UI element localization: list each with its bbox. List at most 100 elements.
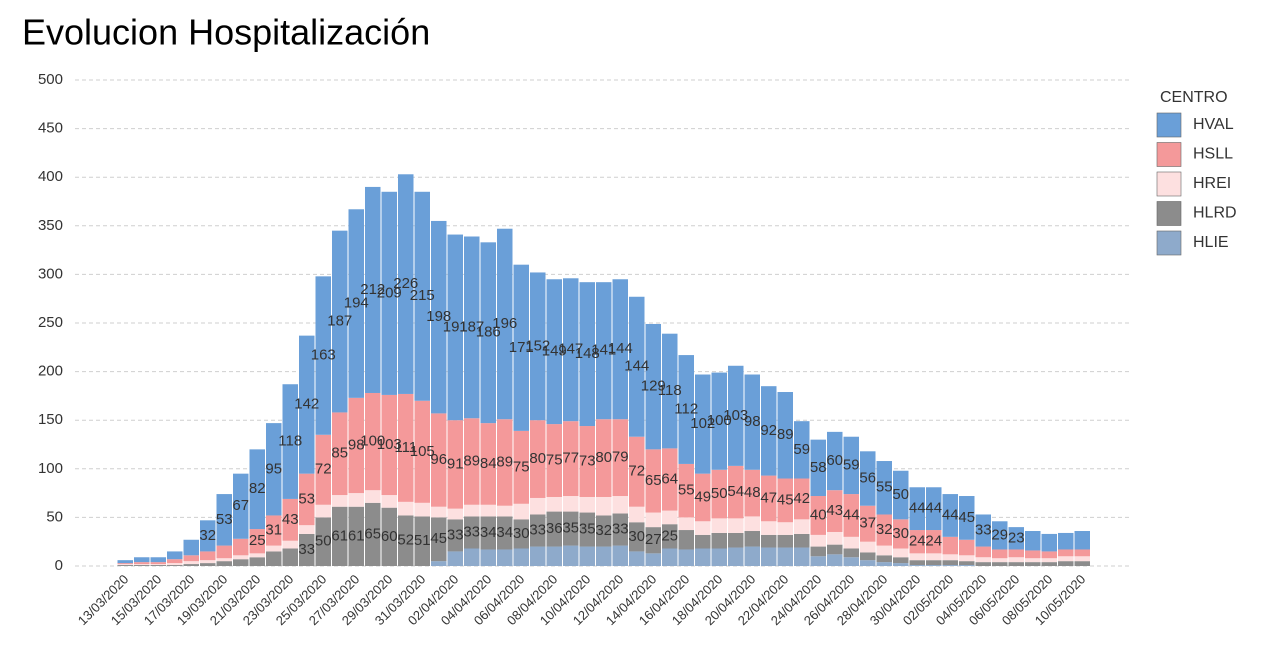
data-label: 32 [595, 522, 612, 539]
bar-segment [695, 548, 711, 566]
data-label: 82 [249, 480, 266, 497]
data-label: 226 [393, 275, 418, 292]
bar-segment [365, 502, 381, 566]
data-label: 95 [265, 460, 282, 477]
legend-swatch [1156, 171, 1182, 197]
bar-segment [414, 400, 430, 503]
bar-segment [431, 413, 447, 507]
bar-segment [563, 278, 579, 422]
bar-segment [563, 421, 579, 497]
bar-segment [332, 230, 348, 413]
bar-segment [431, 561, 447, 566]
bar-segment [810, 546, 826, 557]
bar-segment [893, 563, 909, 566]
data-label: 34 [480, 524, 497, 541]
data-label: 37 [859, 515, 876, 532]
bar-segment [728, 365, 744, 466]
y-tick-label: 450 [38, 120, 63, 137]
bar-segment [282, 384, 298, 499]
bar-segment [695, 521, 711, 535]
bar-segment [398, 515, 414, 566]
bar-segment [645, 512, 661, 528]
bar-segment [1058, 549, 1074, 557]
bar-segment [1008, 527, 1024, 550]
data-label: 152 [525, 337, 550, 354]
y-tick-label: 100 [38, 460, 63, 477]
bar-segment [992, 521, 1008, 550]
bar-segment [167, 551, 183, 560]
data-label: 187 [459, 318, 484, 335]
bar-segment [959, 496, 975, 540]
bar-segment [299, 335, 315, 474]
data-label: 196 [492, 315, 517, 332]
data-label: 33 [463, 523, 480, 540]
bar-segment [612, 496, 628, 514]
bar-segment [926, 487, 942, 531]
y-tick-label: 500 [38, 71, 63, 88]
bar-segment [893, 557, 909, 564]
data-label: 65 [645, 472, 662, 489]
bar-segment [200, 520, 216, 552]
bar-segment [1058, 532, 1074, 550]
bar-segment [761, 534, 777, 548]
data-label: 100 [360, 433, 385, 450]
bar-segment [744, 531, 760, 547]
bar-segment [134, 564, 150, 566]
data-label: 56 [859, 469, 876, 486]
bar-segment [530, 497, 546, 515]
bar-segment [827, 490, 843, 532]
data-label: 34 [496, 524, 513, 541]
bar-segment [414, 502, 430, 517]
bar-segment [777, 522, 793, 535]
bar-segment [348, 506, 364, 566]
data-label: 163 [311, 347, 336, 364]
bar-segment [117, 564, 133, 566]
bar-segment [761, 521, 777, 535]
bar-segment [810, 496, 826, 535]
bar-segment [893, 519, 909, 549]
data-label: 23 [1008, 529, 1025, 546]
bar-segment [299, 473, 315, 526]
data-label: 105 [410, 443, 435, 460]
bar-segment [447, 234, 463, 421]
bar-segment [150, 557, 166, 563]
bar-segment [761, 475, 777, 522]
bar-segment [645, 449, 661, 513]
bar-segment [513, 548, 529, 566]
bar-segment [711, 372, 727, 470]
bar-segment [711, 469, 727, 519]
data-label: 44 [925, 500, 942, 517]
data-label: 198 [426, 308, 451, 325]
bar-segment [315, 276, 331, 435]
bar-segment [233, 538, 249, 556]
y-tick-label: 200 [38, 363, 63, 380]
bar-segment [876, 555, 892, 563]
data-label: 91 [447, 455, 464, 472]
bar-segment [794, 519, 810, 534]
bar-segment [200, 563, 216, 566]
bar-segment [645, 553, 661, 566]
bar-segment [794, 478, 810, 520]
bar-segment [266, 551, 282, 566]
bar-segment [579, 546, 595, 566]
bar-segment [860, 505, 876, 542]
bar-segment [876, 514, 892, 546]
bar-segment [497, 419, 513, 506]
data-label: 40 [810, 506, 827, 523]
bar-segment [398, 501, 414, 516]
bar-segment [480, 504, 496, 517]
bar-segment [678, 463, 694, 518]
bar-segment [513, 264, 529, 431]
bar-segment [959, 555, 975, 562]
bar-segment [249, 553, 265, 558]
bar-segment [1058, 556, 1074, 562]
data-label: 102 [690, 415, 715, 432]
data-label: 100 [707, 412, 732, 429]
bar-segment [497, 549, 513, 566]
bar-segment [530, 514, 546, 547]
bar-segment [843, 536, 859, 549]
data-label: 187 [327, 313, 352, 330]
bar-segment [612, 513, 628, 546]
bar-segment [629, 436, 645, 507]
bar-segment [810, 439, 826, 497]
